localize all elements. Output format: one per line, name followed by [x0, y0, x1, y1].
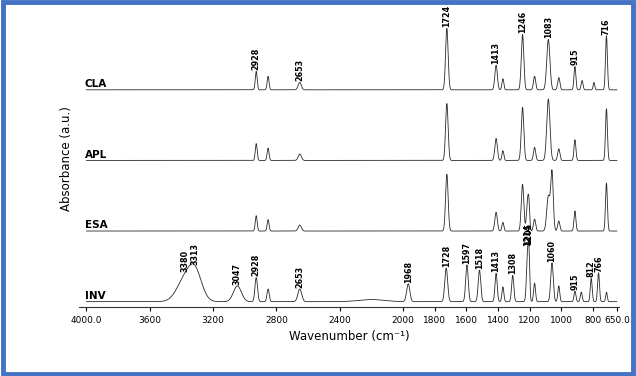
- Text: ESA: ESA: [85, 220, 107, 230]
- Text: 1246: 1246: [518, 11, 527, 33]
- Text: 1413: 1413: [492, 250, 501, 272]
- Text: INV: INV: [85, 291, 106, 301]
- X-axis label: Wavenumber (cm⁻¹): Wavenumber (cm⁻¹): [289, 330, 409, 343]
- Text: 3380: 3380: [180, 250, 189, 272]
- Text: 3313: 3313: [191, 243, 200, 265]
- Text: 3047: 3047: [233, 263, 242, 285]
- Text: APL: APL: [85, 150, 107, 160]
- Text: 2928: 2928: [252, 254, 261, 276]
- Text: 1724: 1724: [443, 5, 452, 27]
- Text: 1518: 1518: [475, 247, 484, 269]
- Text: 1728: 1728: [442, 244, 451, 267]
- Text: 1413: 1413: [492, 42, 501, 64]
- Text: CLA: CLA: [85, 79, 107, 89]
- Y-axis label: Absorbance (a.u.): Absorbance (a.u.): [60, 106, 73, 211]
- Text: 2653: 2653: [295, 59, 304, 81]
- Text: 1597: 1597: [462, 242, 471, 264]
- Text: 1060: 1060: [548, 240, 556, 262]
- Text: 812: 812: [587, 261, 596, 277]
- Text: 2653: 2653: [295, 266, 304, 288]
- Text: 1308: 1308: [508, 252, 517, 274]
- Text: 766: 766: [594, 255, 603, 271]
- Text: 915: 915: [570, 273, 579, 290]
- Text: 716: 716: [602, 18, 611, 35]
- Text: 1083: 1083: [544, 16, 553, 38]
- Text: 915: 915: [570, 49, 579, 65]
- Text: 1968: 1968: [404, 261, 413, 282]
- Text: 1214: 1214: [523, 224, 532, 246]
- Text: 2928: 2928: [252, 48, 261, 70]
- Text: 1205: 1205: [525, 223, 534, 245]
